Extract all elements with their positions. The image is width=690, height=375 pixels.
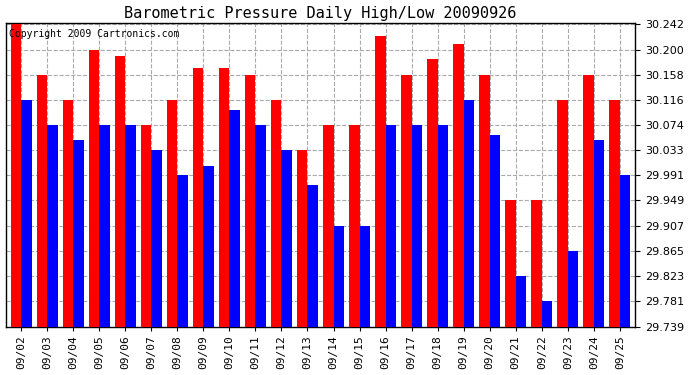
- Bar: [245, 75, 255, 327]
- Bar: [177, 175, 188, 327]
- Bar: [21, 100, 32, 327]
- Bar: [490, 135, 500, 327]
- Bar: [271, 100, 282, 327]
- Bar: [359, 226, 370, 327]
- Bar: [620, 175, 630, 327]
- Bar: [349, 125, 359, 327]
- Bar: [115, 56, 126, 327]
- Bar: [464, 100, 474, 327]
- Bar: [63, 100, 73, 327]
- Bar: [193, 68, 204, 327]
- Bar: [308, 185, 318, 327]
- Bar: [412, 125, 422, 327]
- Bar: [427, 58, 437, 327]
- Bar: [386, 125, 396, 327]
- Bar: [584, 75, 594, 327]
- Bar: [375, 36, 386, 327]
- Text: Copyright 2009 Cartronics.com: Copyright 2009 Cartronics.com: [9, 29, 179, 39]
- Bar: [531, 200, 542, 327]
- Bar: [568, 251, 578, 327]
- Bar: [609, 100, 620, 327]
- Title: Barometric Pressure Daily High/Low 20090926: Barometric Pressure Daily High/Low 20090…: [124, 6, 517, 21]
- Bar: [453, 44, 464, 327]
- Bar: [505, 200, 515, 327]
- Bar: [99, 125, 110, 327]
- Bar: [333, 226, 344, 327]
- Bar: [297, 150, 308, 327]
- Bar: [229, 110, 240, 327]
- Bar: [11, 24, 21, 327]
- Bar: [219, 68, 229, 327]
- Bar: [542, 302, 552, 327]
- Bar: [558, 100, 568, 327]
- Bar: [480, 75, 490, 327]
- Bar: [47, 125, 57, 327]
- Bar: [151, 150, 161, 327]
- Bar: [594, 140, 604, 327]
- Bar: [73, 140, 83, 327]
- Bar: [437, 125, 448, 327]
- Bar: [401, 75, 412, 327]
- Bar: [141, 125, 151, 327]
- Bar: [323, 125, 333, 327]
- Bar: [126, 125, 136, 327]
- Bar: [282, 150, 292, 327]
- Bar: [255, 125, 266, 327]
- Bar: [89, 50, 99, 327]
- Bar: [515, 276, 526, 327]
- Bar: [204, 166, 214, 327]
- Bar: [37, 75, 47, 327]
- Bar: [167, 100, 177, 327]
